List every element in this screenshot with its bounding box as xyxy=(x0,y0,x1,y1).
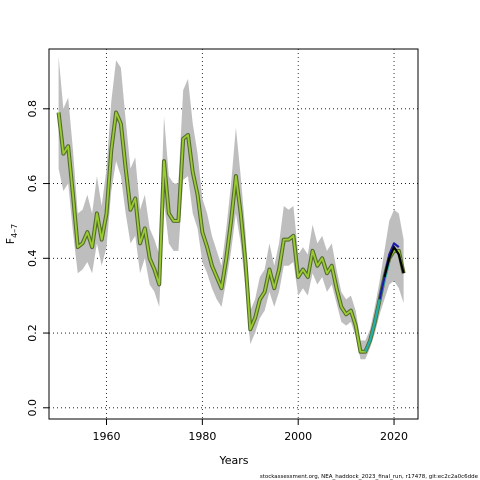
y-axis-title-main: F xyxy=(4,238,17,244)
estimate-line xyxy=(57,111,405,353)
x-tick-label-2: 2000 xyxy=(284,430,312,443)
y-axis-title: F4–7 xyxy=(4,224,19,245)
x-tick-label-0: 1960 xyxy=(93,430,121,443)
y-axis: 0.0 0.2 0.4 0.6 0.8 xyxy=(26,100,49,417)
y-axis-title-subscript: 4–7 xyxy=(10,224,19,238)
retro-line-blue xyxy=(378,242,400,300)
x-axis-title: Years xyxy=(218,454,248,467)
footer-source: stockassessment.org, NEA_haddock_2023_fi… xyxy=(260,474,479,480)
svg-text:F4–7: F4–7 xyxy=(4,224,19,245)
y-tick-label-0: 0.0 xyxy=(26,399,39,417)
y-tick-label-3: 0.6 xyxy=(26,175,39,193)
plot-frame xyxy=(48,48,419,420)
retro-line-black xyxy=(383,245,405,278)
y-tick-label-2: 0.4 xyxy=(26,250,39,268)
series-layer xyxy=(56,110,406,354)
x-axis: 1960 1980 2000 2020 xyxy=(93,419,408,443)
retro-layer xyxy=(364,242,405,353)
x-tick-label-3: 2020 xyxy=(380,430,408,443)
x-tick-label-1: 1980 xyxy=(188,430,216,443)
y-tick-label-4: 0.8 xyxy=(26,100,39,118)
y-tick-label-1: 0.2 xyxy=(26,324,39,342)
